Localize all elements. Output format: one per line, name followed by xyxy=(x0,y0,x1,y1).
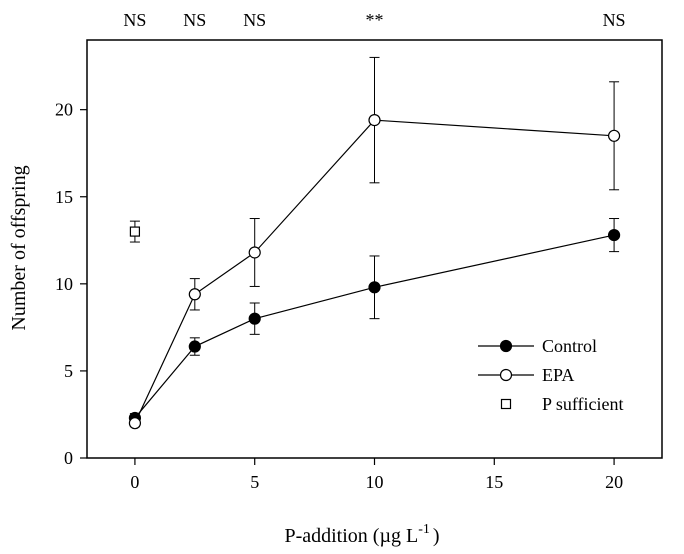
epa-data-point xyxy=(128,417,142,430)
y-tick-label: 0 xyxy=(64,448,73,468)
legend-marker-p-sufficient xyxy=(500,398,512,410)
significance-label: NS xyxy=(243,10,266,30)
p-sufficient-data-point xyxy=(129,226,141,237)
legend-label-p-sufficient: P sufficient xyxy=(542,394,624,414)
epa-data-point xyxy=(368,114,381,127)
y-tick-label: 20 xyxy=(55,100,73,120)
epa-data-point xyxy=(248,246,261,259)
x-axis-title: P-addition (µg L-1) xyxy=(284,522,439,547)
x-tick-label: 0 xyxy=(130,472,139,492)
legend-label-control: Control xyxy=(542,336,597,356)
y-tick-label: 10 xyxy=(55,274,73,294)
x-axis-title-main: P-addition (µg L xyxy=(284,525,418,547)
legend-label-epa: EPA xyxy=(542,365,574,385)
significance-label: NS xyxy=(603,10,626,30)
x-tick-label: 15 xyxy=(485,472,503,492)
control-data-point xyxy=(188,340,201,353)
x-tick-label: 5 xyxy=(250,472,259,492)
x-tick-label: 20 xyxy=(605,472,623,492)
epa-data-point xyxy=(607,129,621,142)
control-data-point xyxy=(368,281,381,294)
x-axis-title-exponent: -1 xyxy=(418,522,430,537)
y-tick-label: 15 xyxy=(55,187,73,207)
control-data-point xyxy=(248,312,261,325)
control-data-point xyxy=(607,228,621,242)
legend-marker-epa xyxy=(499,368,513,382)
legend-marker-control xyxy=(499,339,513,353)
significance-label: ** xyxy=(366,10,384,30)
y-axis-title: Number of offspring xyxy=(8,165,30,330)
x-axis-title-suffix: ) xyxy=(433,525,440,547)
x-tick-label: 10 xyxy=(366,472,384,492)
y-tick-label: 5 xyxy=(64,361,73,381)
significance-label: NS xyxy=(123,10,146,30)
significance-label: NS xyxy=(183,10,206,30)
epa-data-point xyxy=(188,288,201,301)
